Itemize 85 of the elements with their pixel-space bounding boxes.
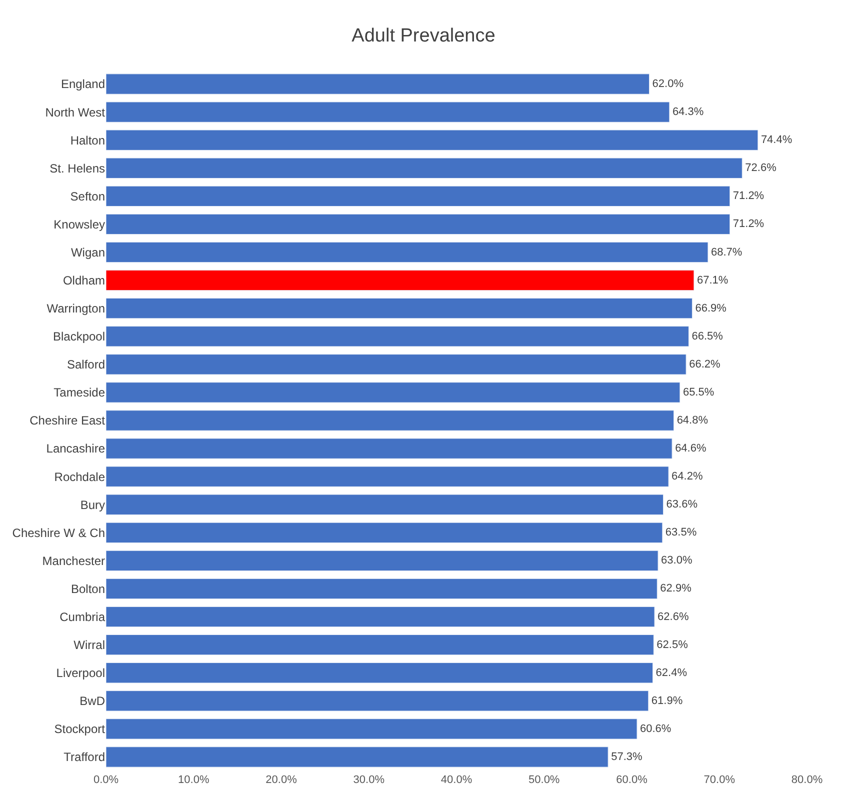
y-tick-label: Tameside (54, 386, 106, 400)
y-tick-label: Wirral (74, 638, 105, 652)
y-tick-label: Liverpool (56, 666, 105, 680)
data-label: 57.3% (611, 750, 642, 763)
data-label: 61.9% (651, 694, 683, 707)
y-tick-label: Stockport (54, 722, 106, 736)
bar (106, 550, 658, 572)
y-tick-label: Cheshire W & Ch (12, 526, 105, 540)
x-tick-label: 30.0% (353, 774, 385, 786)
x-tick-label: 50.0% (528, 774, 560, 786)
bar (106, 130, 758, 150)
data-label: 62.9% (660, 582, 692, 595)
y-tick-label: Salford (66, 358, 105, 372)
y-tick-label: Trafford (64, 750, 105, 764)
data-label: 64.8% (676, 414, 708, 426)
bar (106, 466, 669, 487)
bar (106, 298, 692, 319)
bar (106, 718, 638, 740)
y-tick-label: Bolton (70, 582, 105, 596)
x-tick-label: 10.0% (178, 774, 210, 786)
data-label: 63.6% (666, 498, 698, 511)
y-tick-label: North West (45, 105, 106, 120)
y-tick-label: England (60, 77, 105, 92)
data-label: 64.3% (672, 106, 704, 118)
bar (106, 690, 649, 712)
data-label: 72.6% (745, 162, 777, 174)
chart-title: Adult Prevalence (352, 26, 496, 47)
data-label: 65.5% (682, 386, 714, 398)
bar (106, 242, 708, 263)
y-tick-label: Oldham (62, 274, 105, 288)
y-tick-label: Bury (80, 498, 105, 512)
data-label: 63.0% (661, 554, 692, 567)
y-tick-label: Knowsley (54, 217, 105, 232)
y-tick-label: Sefton (70, 189, 105, 204)
y-tick-label: Halton (70, 133, 105, 148)
x-tick-label: 70.0% (704, 774, 736, 786)
bar (106, 438, 672, 459)
x-tick-label: 20.0% (266, 774, 298, 786)
y-tick-label: Rochdale (54, 470, 106, 484)
bar (106, 606, 655, 628)
data-label: 62.0% (652, 78, 684, 90)
bar (106, 186, 730, 207)
data-label: 71.2% (732, 218, 764, 230)
data-label: 66.2% (689, 358, 720, 370)
y-tick-label: BwD (80, 694, 106, 708)
y-tick-label: Wigan (70, 245, 105, 260)
y-tick-label: Lancashire (46, 442, 106, 456)
y-tick-label: Cumbria (60, 610, 106, 624)
y-tick-label: Warrington (46, 302, 105, 316)
data-label: 62.4% (656, 666, 688, 679)
y-tick-label: Blackpool (52, 330, 105, 344)
bar (106, 354, 686, 375)
data-label: 64.2% (672, 470, 703, 483)
data-label: 67.1% (696, 274, 728, 286)
bar (106, 662, 654, 684)
data-label: 71.2% (732, 190, 764, 202)
bar (106, 74, 650, 94)
x-tick-label: 40.0% (440, 774, 472, 786)
bar (106, 494, 664, 515)
data-label: 62.5% (656, 638, 688, 651)
data-label: 68.7% (710, 246, 742, 258)
bar (106, 214, 730, 235)
data-label: 66.5% (692, 330, 724, 342)
bar (106, 634, 654, 656)
bar (106, 382, 680, 403)
data-label: 60.6% (640, 722, 672, 735)
bar (106, 102, 670, 122)
data-label: 66.9% (695, 302, 727, 314)
y-tick-label: Cheshire East (30, 414, 106, 428)
data-label: 62.6% (658, 610, 689, 623)
y-tick-label: St. Helens (50, 161, 105, 176)
x-tick-label: 60.0% (616, 774, 648, 786)
data-label: 64.6% (675, 442, 706, 455)
bar (106, 326, 689, 347)
x-tick-label: 0.0% (93, 774, 119, 786)
bar (106, 158, 742, 178)
bar (106, 522, 663, 543)
x-tick-label: 80.0% (791, 774, 823, 786)
bar (106, 746, 608, 768)
bar (106, 578, 658, 600)
bar (106, 270, 694, 291)
data-label: 74.4% (760, 134, 792, 146)
data-label: 63.5% (665, 526, 697, 539)
bar (106, 410, 674, 431)
y-tick-label: Manchester (42, 554, 105, 568)
